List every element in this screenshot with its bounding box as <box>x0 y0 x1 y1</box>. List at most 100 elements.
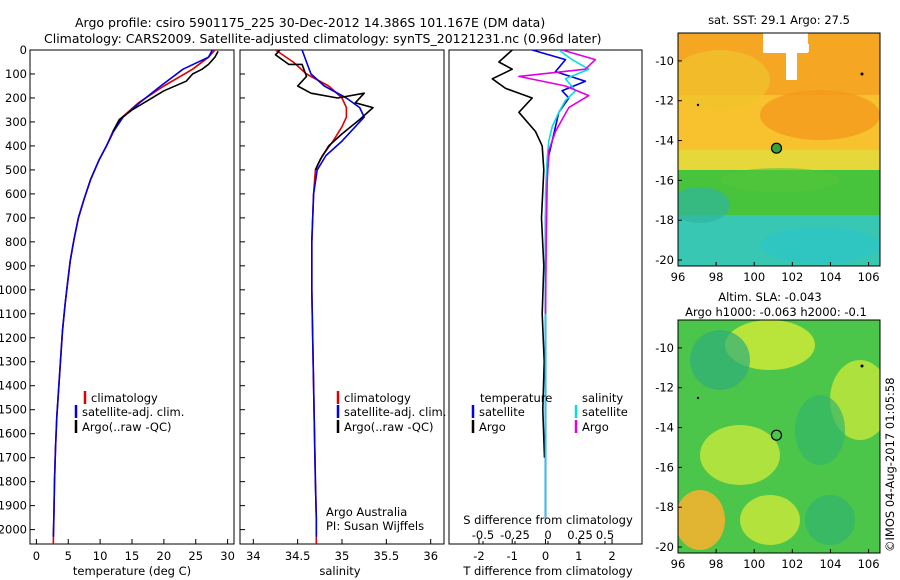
sla-map-field <box>678 320 880 553</box>
x-tick-label: 34.5 <box>285 549 311 563</box>
y-tick-label: 600 <box>5 187 27 201</box>
map-x-tick-label: 96 <box>671 557 686 571</box>
sla-argo-position-marker <box>770 429 783 441</box>
y-tick-label: 1900 <box>0 499 27 513</box>
legend-label-s-argo: Argo <box>582 420 609 434</box>
x-tick-label: 35 <box>335 549 350 563</box>
y-tick-label: 1000 <box>0 283 27 297</box>
y-tick-label: 800 <box>5 235 27 249</box>
series-line-argo-raw-qc <box>112 50 219 132</box>
salinity-plot-frame <box>239 49 445 545</box>
temperature-series <box>52 50 219 544</box>
sst-map-frame <box>677 32 881 267</box>
temperature-y-ticks: 0 100 200 300 400 500 600 700 800 900 1000 1100 1200… <box>0 43 35 537</box>
temperature-x-label: temperature (deg C) <box>73 564 191 578</box>
pi-label: PI: Susan Wijffels <box>326 519 424 533</box>
sla-map-title: Altim. SLA: -0.043 <box>718 290 822 304</box>
sst-missing-data <box>786 50 797 80</box>
legend-label-satellite: satellite-adj. clim. <box>82 405 184 419</box>
salinity-series <box>274 50 374 544</box>
y-tick-label: 1800 <box>0 475 27 489</box>
map-y-tick-label: -20 <box>655 540 674 554</box>
y-tick-label: 900 <box>5 259 27 273</box>
legend-label-argo: Argo(..raw -QC) <box>344 420 434 434</box>
x-tick-label: 35.5 <box>374 549 400 563</box>
sla-map-frame <box>677 319 881 554</box>
map-x-tick-label: 104 <box>819 270 841 284</box>
sst-patch <box>720 168 840 192</box>
salinity-x-ticks: 34 34.5 35 35.5 36 <box>246 539 438 563</box>
x-tick-label: 30 <box>220 549 235 563</box>
legend-label-t-satellite: satellite <box>479 405 525 419</box>
legend-label-s-satellite: satellite <box>582 405 628 419</box>
map-y-tick-label: -10 <box>655 341 674 355</box>
salinity-y-ticks <box>240 49 245 531</box>
salinity-x-label: salinity <box>319 564 360 578</box>
imos-credit: ©IMOS 04-Aug-2017 01:05:58 <box>883 377 897 552</box>
y-tick-label: 1200 <box>0 331 27 345</box>
map-y-tick-label: -16 <box>655 173 674 187</box>
y-tick-label: 200 <box>5 91 27 105</box>
x-tick-label: 36 <box>423 549 438 563</box>
argo-australia-label: Argo Australia <box>326 505 407 519</box>
figure-title: Argo profile: csiro 5901175_225 30-Dec-2… <box>75 15 545 30</box>
legend-title-salinity: salinity <box>582 391 623 405</box>
sla-map: Altim. SLA: -0.043 Argo h1000: -0.063 h2… <box>655 290 881 571</box>
y-tick-label: 400 <box>5 139 27 153</box>
series-line-temperature-argo <box>491 50 546 458</box>
y-tick-label: 1100 <box>0 307 27 321</box>
map-x-tick-label: 100 <box>743 270 765 284</box>
series-line-satellite-adj-clim <box>301 50 366 537</box>
s-tick-label: -0.5 <box>472 528 494 542</box>
x-tick-label: 5 <box>65 549 72 563</box>
y-tick-label: 2000 <box>0 523 27 537</box>
sst-patch <box>760 227 880 263</box>
difference-legend: temperature satellite Argo salinity sate… <box>471 391 628 434</box>
sst-map-title: sat. SST: 29.1 Argo: 27.5 <box>708 13 850 27</box>
temperature-panel: 0 5 10 15 20 25 30 0 100 200 300 400 500 600 700 800 90… <box>0 43 235 578</box>
t-difference-label: T difference from climatology <box>462 564 633 578</box>
x-tick-label: 1 <box>575 549 582 563</box>
sla-island-dot <box>696 396 700 400</box>
x-tick-label: 0 <box>33 549 40 563</box>
series-line-climatology <box>275 50 348 544</box>
s-difference-label: S difference from climatology <box>463 513 633 527</box>
sla-patch <box>690 330 750 390</box>
map-x-tick-label: 102 <box>781 557 803 571</box>
difference-panel: -2 -1 0 1 2 S difference from climatology -0… <box>448 49 643 578</box>
series-line-salinity-satellite <box>544 50 590 518</box>
series-line-argo-raw-qc <box>274 50 374 171</box>
legend-label-climatology: climatology <box>344 391 411 405</box>
x-tick-label: -2 <box>473 549 484 563</box>
map-y-tick-label: -18 <box>655 500 674 514</box>
sla-patch <box>740 495 800 545</box>
map-x-tick-label: 96 <box>671 270 686 284</box>
x-tick-label: 2 <box>608 549 615 563</box>
x-tick-label: 15 <box>125 549 140 563</box>
sla-patch <box>700 425 780 485</box>
map-x-tick-label: 100 <box>743 557 765 571</box>
legend-label-t-argo: Argo <box>479 420 506 434</box>
s-tick-label: -0.25 <box>500 528 530 542</box>
series-line-salinity-argo <box>518 50 597 314</box>
sst-patch <box>760 90 880 140</box>
y-tick-label: 1600 <box>0 427 27 441</box>
sla-patch <box>678 490 725 550</box>
difference-x-ticks: -2 -1 0 1 2 <box>473 539 616 563</box>
series-line-climatology <box>52 50 216 544</box>
sla-patch <box>805 495 855 545</box>
x-tick-label: 25 <box>188 549 203 563</box>
sst-missing-data <box>797 44 809 52</box>
y-tick-label: 1500 <box>0 403 27 417</box>
sla-map-subtitle: Argo h1000: -0.063 h2000: -0.1 <box>685 305 867 319</box>
sst-argo-position-marker <box>770 142 783 154</box>
y-tick-label: 300 <box>5 115 27 129</box>
sst-map: sat. SST: 29.1 Argo: 27.5 96 98 100 102 104 1… <box>655 13 881 284</box>
map-y-tick-label: -14 <box>655 421 674 435</box>
map-x-tick-label: 102 <box>781 270 803 284</box>
map-y-tick-label: -12 <box>655 381 674 395</box>
map-x-tick-label: 104 <box>819 557 841 571</box>
sst-missing-data <box>763 33 808 53</box>
sst-island-dot <box>696 103 700 107</box>
x-tick-label: 34 <box>246 549 261 563</box>
